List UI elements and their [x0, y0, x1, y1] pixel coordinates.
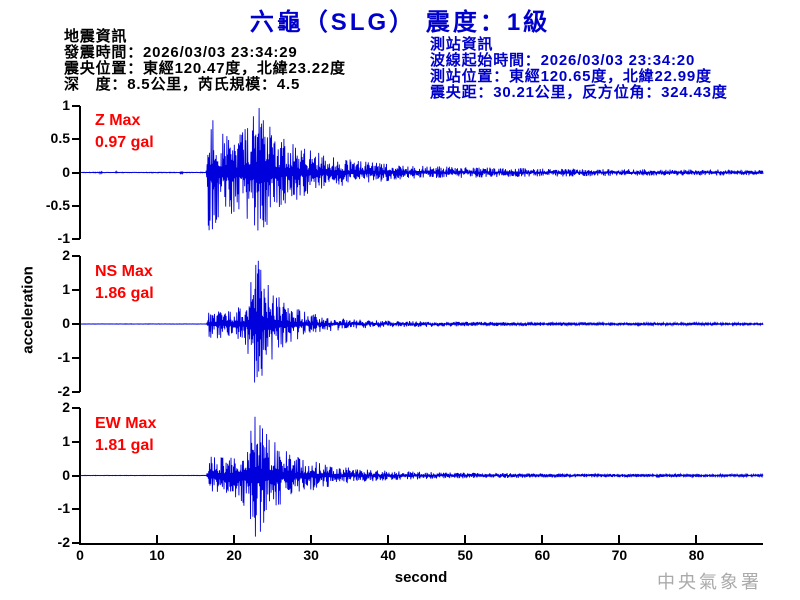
- x-tick: [156, 535, 159, 543]
- x-axis-label: second: [394, 569, 448, 586]
- x-tick: [618, 535, 621, 543]
- channel-name-z: Z Max: [95, 112, 141, 129]
- earthquake-info-heading: 地震資訊: [64, 28, 128, 45]
- station-info-block: 測站資訊 波線起始時間：2026/03/03 23:34:20 測站位置：東經1…: [430, 37, 728, 101]
- y-axis-line-NS: [79, 256, 81, 392]
- waveform-trace-ns: [81, 260, 764, 383]
- y-tick: [72, 542, 80, 544]
- x-tick-label: 0: [76, 547, 84, 563]
- y-tick-label: 0: [62, 466, 70, 483]
- channel-name-ns: NS Max: [95, 263, 153, 280]
- y-axis-line-Z: [79, 106, 81, 239]
- waveform-ew: [80, 416, 764, 537]
- x-tick: [464, 535, 467, 543]
- earthquake-info-line: 深 度：8.5公里，芮氏規模：4.5: [64, 76, 301, 93]
- y-tick: [72, 255, 80, 257]
- channel-max-value-z: 0.97 gal: [95, 134, 154, 151]
- x-tick-label: 60: [534, 547, 551, 563]
- y-tick-label: -1: [57, 230, 70, 246]
- channel-max-value-ew: 1.81 gal: [95, 437, 154, 454]
- earthquake-info-block: 地震資訊 發震時間：2026/03/03 23:34:29 震央位置：東經120…: [64, 29, 346, 93]
- waveform-z: [80, 107, 764, 231]
- x-tick-label: 10: [149, 547, 165, 563]
- x-tick: [310, 535, 313, 543]
- y-tick: [72, 204, 80, 207]
- earthquake-info-line: 發震時間：2026/03/03 23:34:29: [64, 44, 298, 61]
- y-tick-label: 0: [62, 163, 70, 180]
- x-tick-label: 50: [457, 547, 474, 563]
- y-tick: [72, 357, 80, 359]
- x-axis-line: [79, 543, 763, 545]
- channel-max-value-ns: 1.86 gal: [95, 285, 154, 302]
- y-tick-label: 2: [62, 247, 70, 263]
- station-info-line: 波線起始時間：2026/03/03 23:34:20: [430, 52, 696, 69]
- waveform-trace-z: [80, 107, 764, 231]
- y-tick: [72, 289, 80, 291]
- x-tick: [695, 535, 698, 543]
- earthquake-info-line: 震央位置：東經120.47度，北緯23.22度: [64, 60, 346, 77]
- y-tick: [72, 508, 80, 511]
- y-axis-line-EW: [79, 408, 81, 543]
- y-axis-label: acceleration: [19, 266, 37, 354]
- y-tick-label: 1: [62, 97, 70, 113]
- x-tick: [233, 535, 236, 543]
- y-tick: [72, 474, 80, 477]
- y-tick: [72, 171, 80, 174]
- channel-max-label-z: Z Max 0.97 gal: [95, 110, 154, 154]
- watermark-agency: 中央氣象署: [657, 572, 762, 593]
- y-tick-label: 2: [62, 399, 70, 415]
- y-tick: [72, 391, 80, 393]
- y-tick: [72, 407, 80, 409]
- y-tick-label: -1: [57, 500, 70, 517]
- y-tick-label: -2: [57, 534, 70, 550]
- x-tick: [387, 535, 390, 543]
- waveform-trace-ew: [80, 416, 764, 537]
- x-tick-label: 70: [611, 547, 628, 563]
- y-tick: [72, 238, 80, 240]
- y-tick: [72, 138, 80, 141]
- x-tick-label: 20: [226, 547, 242, 563]
- channel-name-ew: EW Max: [95, 415, 157, 432]
- x-tick-label: 80: [688, 547, 705, 563]
- station-info-heading: 測站資訊: [430, 36, 494, 53]
- x-tick: [541, 535, 544, 543]
- x-tick-label: 30: [303, 547, 319, 563]
- y-tick-label: -2: [57, 383, 70, 399]
- y-tick-label: -1: [57, 349, 70, 365]
- y-tick: [72, 323, 80, 325]
- y-tick: [72, 105, 80, 107]
- channel-max-label-ns: NS Max 1.86 gal: [95, 261, 154, 305]
- station-info-line: 震央距：30.21公里，反方位角：324.43度: [430, 84, 728, 101]
- y-tick-label: 0.5: [50, 130, 70, 147]
- waveform-ns: [81, 260, 764, 383]
- y-tick: [72, 440, 80, 443]
- y-tick-label: 0: [62, 315, 70, 331]
- x-tick-label: 40: [380, 547, 397, 563]
- x-tick: [79, 535, 81, 543]
- y-tick-label: -0.5: [45, 196, 70, 213]
- y-tick-label: 1: [62, 281, 70, 297]
- y-tick-label: 1: [62, 432, 70, 449]
- page-title: 六龜（SLG） 震度：1級: [249, 9, 551, 36]
- station-info-line: 測站位置：東經120.65度，北緯22.99度: [430, 68, 712, 85]
- channel-max-label-ew: EW Max 1.81 gal: [95, 413, 156, 457]
